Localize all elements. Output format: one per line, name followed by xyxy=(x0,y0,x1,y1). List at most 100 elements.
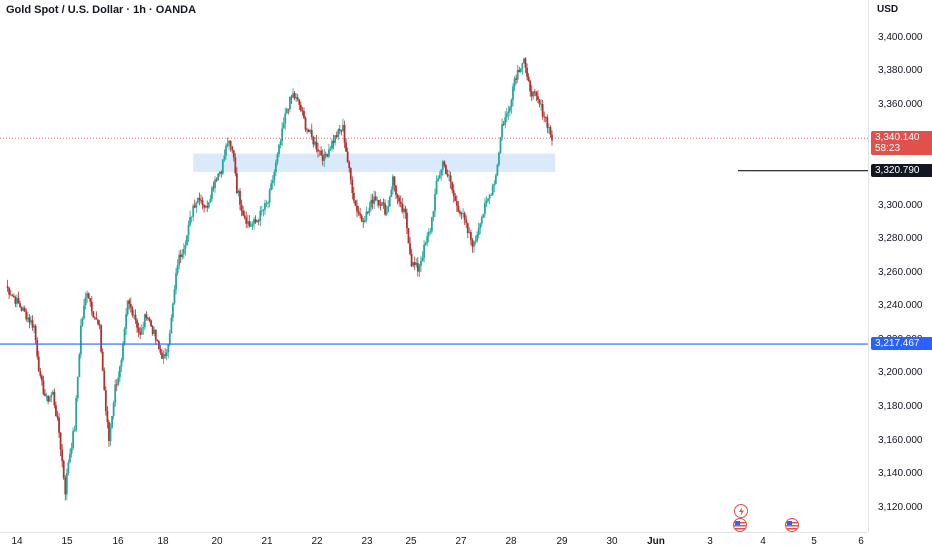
candle-body-247 xyxy=(390,189,393,198)
candle-body-28 xyxy=(48,397,51,402)
candle-body-279 xyxy=(440,169,443,176)
candle-body-175 xyxy=(278,145,280,154)
currency-label[interactable]: USD xyxy=(877,4,899,15)
candle-body-138 xyxy=(220,172,223,174)
us-flag-event-icon[interactable] xyxy=(733,518,747,532)
candle-body-335 xyxy=(527,76,530,81)
candle-body-148 xyxy=(235,173,238,194)
time-tick-label: 18 xyxy=(157,536,169,547)
candle-body-47 xyxy=(78,354,81,378)
candle-body-108 xyxy=(173,289,176,304)
candle-body-245 xyxy=(387,206,390,212)
candle-body-145 xyxy=(231,146,234,151)
candle-body-294 xyxy=(463,213,466,220)
candle-body-22 xyxy=(39,371,42,376)
candle-body-217 xyxy=(343,125,346,143)
candle-body-186 xyxy=(295,97,298,99)
candle-body-114 xyxy=(182,248,185,254)
candle-body-281 xyxy=(443,161,446,166)
candle-body-84 xyxy=(136,320,138,328)
candle-body-264 xyxy=(416,262,419,272)
candle-body-52 xyxy=(86,293,89,298)
candle-body-263 xyxy=(415,262,418,266)
candle-body-229 xyxy=(362,220,365,223)
lightning-event-icon[interactable] xyxy=(734,504,748,518)
candle-body-159 xyxy=(253,219,255,224)
candle-body-233 xyxy=(368,207,371,213)
us-flag-event-icon-2[interactable] xyxy=(785,518,799,532)
candle-body-177 xyxy=(281,128,284,142)
time-axis[interactable]: 14 15 16 18 20 21 22 23 25 27 28 29 30 Jun 3 4 5 6 xyxy=(0,532,868,551)
candle-body-218 xyxy=(345,142,347,152)
candle-body-329 xyxy=(518,70,521,72)
candle-body-252 xyxy=(398,197,401,202)
candle-body-291 xyxy=(459,211,461,214)
candle-body-323 xyxy=(508,107,511,112)
candle-body-72 xyxy=(117,377,120,385)
candle-body-183 xyxy=(290,96,293,98)
candle-body-168 xyxy=(267,202,269,204)
candle-body-251 xyxy=(396,194,399,198)
time-tick-label: 3 xyxy=(707,536,713,547)
price-chart[interactable] xyxy=(0,0,868,532)
candle-body-63 xyxy=(103,370,106,391)
candle-body-310 xyxy=(488,195,491,199)
candle-body-76 xyxy=(123,328,126,344)
candle-body-180 xyxy=(285,108,288,114)
candle-body-153 xyxy=(243,215,246,218)
candle-body-122 xyxy=(195,202,198,208)
candle-body-115 xyxy=(184,245,187,249)
candle-body-26 xyxy=(45,395,48,397)
candle-body-119 xyxy=(190,216,193,218)
candle-body-150 xyxy=(239,190,241,205)
candle-body-160 xyxy=(254,219,257,223)
candle-body-73 xyxy=(118,366,121,378)
candle-body-223 xyxy=(352,192,355,201)
candle-body-97 xyxy=(156,340,159,342)
candle-body-293 xyxy=(462,213,464,214)
time-tick-label: 27 xyxy=(455,536,467,547)
candle-body-15 xyxy=(28,317,31,323)
candle-body-49 xyxy=(81,318,84,326)
candle-body-271 xyxy=(427,231,430,237)
candle-body-234 xyxy=(370,199,372,208)
candle-body-318 xyxy=(501,124,503,138)
price-tick-label: 3,380.000 xyxy=(878,65,923,77)
candle-body-265 xyxy=(418,265,421,272)
price-axis[interactable]: USD 3,400.0003,380.0003,360.0003,340.000… xyxy=(868,0,932,532)
price-tick-label: 3,400.000 xyxy=(878,31,923,43)
candle-body-272 xyxy=(429,231,432,233)
candle-body-9 xyxy=(19,303,21,308)
candle-body-82 xyxy=(133,314,135,316)
time-tick-label: 30 xyxy=(606,536,618,547)
candle-body-101 xyxy=(162,354,165,359)
candle-body-103 xyxy=(165,352,168,356)
candle-body-303 xyxy=(477,228,480,235)
candle-body-301 xyxy=(474,240,477,242)
price-tick-label: 3,120.000 xyxy=(878,501,923,513)
candle-body-216 xyxy=(342,125,344,132)
candle-body-307 xyxy=(484,203,486,214)
candle-body-124 xyxy=(198,198,201,200)
candle-body-151 xyxy=(240,204,243,211)
price-tick-label: 3,260.000 xyxy=(878,266,923,278)
candle-body-184 xyxy=(292,93,294,98)
candle-body-317 xyxy=(499,137,502,153)
candle-body-214 xyxy=(338,129,341,131)
candle-body-206 xyxy=(326,155,329,157)
candle-body-8 xyxy=(17,297,20,304)
candle-body-267 xyxy=(421,257,424,262)
candle-body-161 xyxy=(256,220,259,223)
candle-body-313 xyxy=(493,183,496,186)
candle-body-344 xyxy=(541,104,544,117)
candle-body-121 xyxy=(193,205,196,208)
candle-body-228 xyxy=(360,215,363,221)
candle-body-66 xyxy=(108,422,110,442)
candle-body-210 xyxy=(332,141,335,143)
candle-body-270 xyxy=(426,236,429,243)
candle-body-302 xyxy=(476,234,479,241)
plot-area[interactable] xyxy=(0,0,868,532)
candle-body-269 xyxy=(424,242,427,245)
time-tick-label: 20 xyxy=(211,536,223,547)
candle-body-86 xyxy=(139,331,142,335)
